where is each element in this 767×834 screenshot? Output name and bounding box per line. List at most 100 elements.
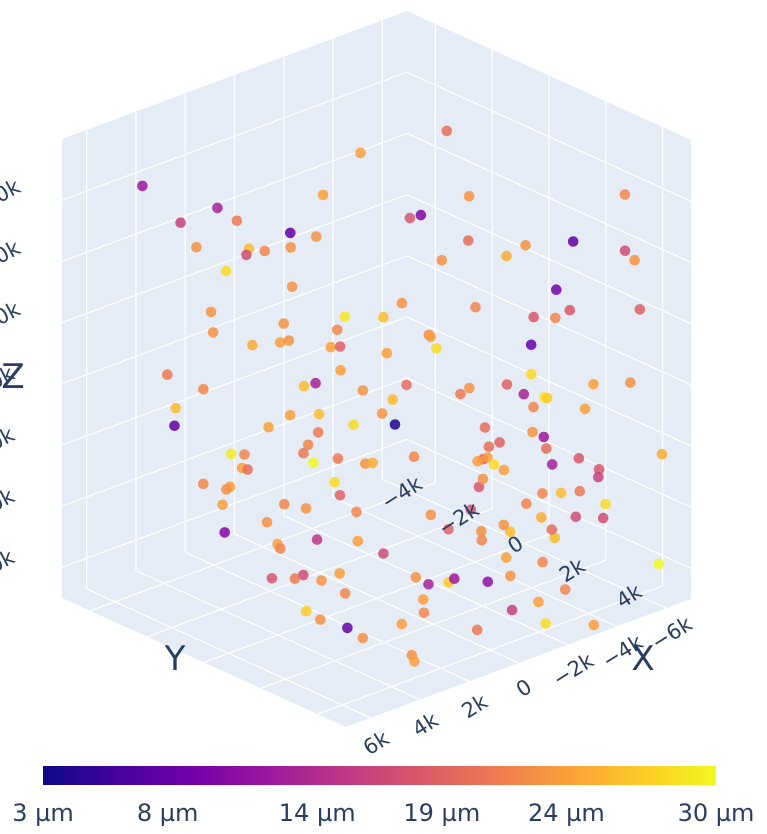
- data-point: [551, 284, 562, 296]
- data-point: [410, 572, 422, 583]
- data-point: [387, 394, 399, 405]
- z-grid-line: [406, 377, 692, 508]
- data-point: [441, 125, 453, 137]
- x-tick-label: 2k: [457, 689, 492, 723]
- data-point: [574, 485, 586, 497]
- data-point: [317, 189, 329, 201]
- data-point: [477, 473, 489, 485]
- data-point: [329, 477, 340, 488]
- data-point: [212, 202, 223, 214]
- x-tick-label: 6k: [359, 726, 394, 760]
- data-point: [600, 498, 611, 510]
- data-point: [278, 318, 290, 329]
- data-point: [348, 419, 359, 431]
- data-point: [263, 421, 274, 433]
- x-axis-title: X: [631, 639, 654, 679]
- data-point: [634, 304, 646, 315]
- data-point: [483, 441, 495, 453]
- data-point: [301, 605, 312, 617]
- data-point: [546, 459, 558, 470]
- data-point: [520, 240, 531, 251]
- data-point: [207, 327, 219, 338]
- z-tick-label: 140k: [0, 174, 25, 220]
- data-point: [231, 215, 243, 227]
- data-point: [298, 380, 310, 392]
- colorbar-tick-labels: 3 µm 8 µm 14 µm 19 µm 24 µm 30 µm: [12, 799, 754, 827]
- data-point: [463, 190, 475, 202]
- data-point: [198, 478, 209, 490]
- data-point: [541, 392, 553, 404]
- axis-panes: [62, 11, 691, 727]
- data-point: [449, 573, 460, 584]
- colorbar-tick-label: 14 µm: [279, 799, 356, 827]
- data-point: [418, 594, 429, 605]
- data-point: [472, 455, 484, 467]
- data-point: [425, 331, 437, 343]
- data-point: [315, 614, 326, 625]
- data-point: [423, 579, 434, 590]
- data-point: [619, 189, 631, 200]
- data-point: [241, 249, 252, 261]
- data-point: [285, 242, 297, 253]
- data-point: [479, 422, 491, 433]
- colorbar-tick-label: 3 µm: [12, 799, 74, 827]
- colorbar-tick-label: 30 µm: [678, 799, 755, 827]
- data-point: [593, 471, 604, 483]
- data-point: [298, 569, 309, 581]
- y-grid-line: [90, 482, 436, 612]
- z-grid-line: [406, 132, 692, 263]
- data-point: [404, 212, 416, 224]
- axis-titles: X Y Z: [1, 357, 654, 679]
- data-point: [415, 209, 427, 221]
- data-point: [567, 236, 579, 247]
- y-grid-line: [203, 533, 550, 664]
- data-point: [431, 343, 442, 354]
- data-point: [396, 297, 408, 309]
- z-tick-label: 60k: [0, 422, 19, 462]
- data-point: [564, 304, 576, 316]
- data-point: [170, 402, 181, 414]
- data-point: [313, 408, 325, 420]
- data-point: [533, 596, 544, 608]
- data-point: [570, 511, 582, 523]
- data-point: [619, 245, 631, 257]
- data-point: [376, 408, 388, 419]
- z-grid-line: [61, 316, 408, 446]
- data-point: [482, 576, 494, 588]
- data-point: [378, 548, 389, 559]
- data-point: [527, 426, 538, 438]
- z-grid-line: [61, 71, 408, 201]
- data-point: [332, 453, 344, 464]
- data-point: [464, 382, 475, 394]
- data-point: [498, 519, 510, 531]
- z-tick-label: 40k: [0, 483, 19, 523]
- data-point: [339, 588, 351, 599]
- data-point: [217, 499, 228, 511]
- data-point: [470, 301, 481, 313]
- data-point: [501, 250, 512, 262]
- y-grid-line: [317, 585, 663, 715]
- data-point: [335, 364, 346, 376]
- data-point: [504, 526, 516, 538]
- data-point: [259, 245, 271, 257]
- x-tick-label: 4k: [408, 707, 443, 741]
- data-point: [656, 448, 668, 460]
- data-point: [357, 385, 369, 396]
- data-point: [334, 490, 346, 501]
- data-point: [274, 337, 286, 348]
- data-point: [389, 419, 401, 430]
- data-point: [289, 573, 301, 584]
- data-point: [518, 388, 530, 400]
- data-point: [579, 403, 591, 415]
- data-point: [175, 217, 186, 228]
- data-point: [455, 388, 466, 400]
- data-point: [279, 498, 290, 510]
- data-point: [198, 383, 209, 395]
- data-point: [525, 339, 537, 351]
- data-point: [425, 509, 437, 521]
- data-point: [536, 512, 547, 523]
- data-point: [367, 457, 378, 469]
- z-grid-line: [406, 255, 692, 386]
- data-point: [225, 448, 237, 460]
